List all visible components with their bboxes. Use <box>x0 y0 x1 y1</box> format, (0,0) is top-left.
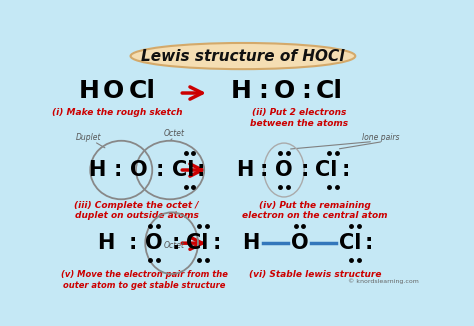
Text: (v) Move the electron pair from the
outer atom to get stable structure: (v) Move the electron pair from the oute… <box>61 270 228 289</box>
Text: O: O <box>291 233 308 253</box>
Text: H: H <box>78 80 99 103</box>
Text: Octet: Octet <box>164 128 184 138</box>
Text: :: : <box>342 160 350 180</box>
Text: :: : <box>197 160 205 180</box>
Text: (ii) Put 2 electrons
between the atoms: (ii) Put 2 electrons between the atoms <box>250 109 348 128</box>
Text: Lewis structure of HOCl: Lewis structure of HOCl <box>141 49 345 64</box>
Text: H: H <box>97 233 114 253</box>
Text: (i) Make the rough sketch: (i) Make the rough sketch <box>52 109 182 117</box>
Text: lone pairs: lone pairs <box>362 133 400 142</box>
Text: H: H <box>231 80 252 103</box>
Text: Cl: Cl <box>339 233 361 253</box>
Text: O: O <box>103 80 124 103</box>
Text: Octet: Octet <box>164 241 184 250</box>
Text: © knordslearning.com: © knordslearning.com <box>348 278 419 284</box>
Text: :: : <box>301 160 309 180</box>
Text: Cl: Cl <box>172 160 194 180</box>
Text: :: : <box>258 80 268 103</box>
Text: Cl: Cl <box>128 80 155 103</box>
Text: Duplet: Duplet <box>76 133 101 142</box>
Text: H: H <box>237 160 254 180</box>
Text: (iii) Complete the octet /
duplet on outside atoms: (iii) Complete the octet / duplet on out… <box>74 201 199 220</box>
Text: :: : <box>365 233 374 253</box>
Text: :: : <box>128 233 137 253</box>
Text: Cl: Cl <box>315 160 338 180</box>
Text: O: O <box>275 160 293 180</box>
Text: O: O <box>145 233 163 253</box>
Text: Cl: Cl <box>316 80 342 103</box>
Text: :: : <box>212 233 221 253</box>
Text: (iv) Put the remaining
electron on the central atom: (iv) Put the remaining electron on the c… <box>242 201 388 220</box>
Text: Cl: Cl <box>186 233 209 253</box>
Text: H: H <box>88 160 105 180</box>
Text: :: : <box>301 80 310 103</box>
Text: O: O <box>273 80 295 103</box>
Ellipse shape <box>130 43 356 69</box>
Text: :: : <box>260 160 268 180</box>
Text: (vi) Stable lewis structure: (vi) Stable lewis structure <box>249 270 381 279</box>
Text: O: O <box>130 160 148 180</box>
Text: :: : <box>171 233 180 253</box>
Text: :: : <box>114 160 122 180</box>
Text: H: H <box>242 233 259 253</box>
Text: :: : <box>156 160 164 180</box>
